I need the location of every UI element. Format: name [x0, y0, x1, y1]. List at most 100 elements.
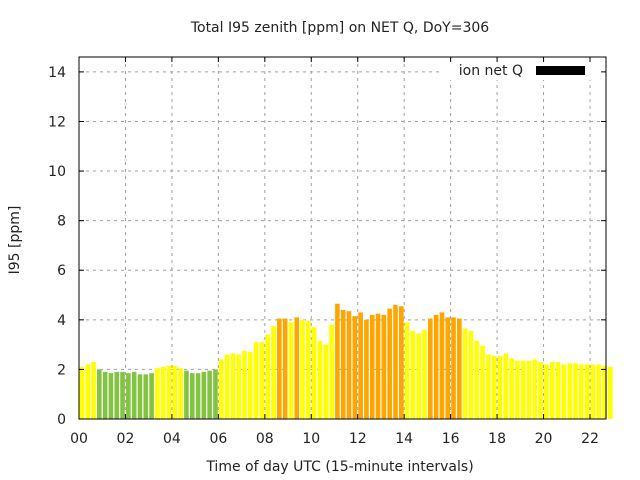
bar — [428, 318, 433, 419]
bar — [561, 364, 567, 419]
y-tick-label: 4 — [57, 313, 66, 329]
bar — [538, 361, 543, 419]
bar — [457, 318, 462, 419]
x-ticks: 00 02 04 06 08 10 12 14 16 18 20 22 — [70, 57, 599, 447]
bar — [573, 363, 578, 419]
chart-title: Total I95 zenith [ppm] on NET Q, DoY=306 — [190, 20, 489, 36]
bar — [567, 363, 572, 419]
y-tick-label: 0 — [57, 412, 66, 428]
x-tick-label: 20 — [535, 431, 553, 447]
bar — [207, 370, 212, 419]
bar — [306, 321, 311, 419]
bar — [172, 365, 178, 419]
bar — [364, 319, 369, 419]
bar — [178, 368, 183, 419]
bar — [323, 344, 329, 419]
bar — [91, 361, 96, 419]
bar — [277, 318, 282, 419]
bar — [346, 311, 352, 419]
bar — [265, 334, 271, 419]
x-tick-label: 06 — [209, 431, 227, 447]
bar — [300, 319, 305, 419]
bar — [155, 368, 160, 419]
bar — [317, 340, 323, 419]
plot-frame — [78, 56, 607, 420]
bar — [555, 361, 561, 419]
bars — [79, 303, 613, 419]
bar — [608, 366, 613, 419]
y-tick-label: 10 — [48, 164, 66, 180]
bar — [97, 369, 102, 419]
y-tick-label: 6 — [57, 263, 66, 279]
bar — [143, 374, 149, 419]
bar — [160, 366, 166, 419]
bar — [126, 373, 131, 419]
bar — [242, 350, 247, 419]
grid — [79, 57, 606, 419]
bar — [451, 317, 456, 419]
bar — [195, 373, 201, 419]
bar — [230, 353, 236, 419]
bar — [486, 354, 491, 419]
bar — [149, 373, 154, 419]
x-tick-label: 22 — [581, 431, 599, 447]
bar — [387, 308, 392, 419]
x-tick-label: 02 — [117, 431, 135, 447]
y-tick-label: 2 — [57, 362, 66, 378]
legend-swatch — [536, 66, 585, 75]
bar — [590, 364, 596, 419]
bar — [166, 365, 172, 419]
x-tick-label: 04 — [163, 431, 181, 447]
x-tick-label: 00 — [70, 431, 88, 447]
bar — [445, 317, 451, 419]
y-tick-label: 14 — [48, 65, 66, 81]
bar — [352, 316, 358, 419]
bar — [224, 354, 230, 419]
bar — [282, 318, 288, 419]
x-axis-label: Time of day UTC (15-minute intervals) — [205, 459, 473, 475]
x-tick-label: 18 — [488, 431, 506, 447]
bar — [358, 312, 363, 419]
legend-label: ion net Q — [459, 63, 523, 79]
bar — [515, 360, 520, 419]
bar — [497, 355, 503, 419]
bar — [602, 365, 607, 419]
bar — [404, 322, 410, 419]
bar — [433, 314, 439, 419]
bar — [294, 317, 300, 419]
bar — [393, 304, 398, 419]
x-tick-label: 16 — [442, 431, 460, 447]
bar — [369, 314, 375, 419]
bar — [218, 359, 224, 419]
y-ticks: 0 2 4 6 8 10 12 14 — [48, 65, 606, 428]
bar — [85, 364, 91, 419]
bar — [108, 373, 114, 419]
y-tick-label: 8 — [57, 214, 66, 230]
bar — [578, 364, 584, 419]
bar — [329, 324, 334, 419]
bar — [131, 371, 137, 419]
bar — [422, 329, 427, 419]
bar — [79, 366, 85, 419]
bar — [381, 314, 387, 419]
y-axis-label: I95 [ppm] — [7, 206, 23, 275]
bar — [532, 359, 538, 419]
bar — [480, 345, 485, 419]
bar — [410, 330, 416, 419]
bar — [468, 330, 474, 419]
bar — [375, 313, 381, 419]
bar — [544, 364, 549, 419]
x-tick-label: 12 — [349, 431, 367, 447]
bar — [253, 342, 259, 419]
bar — [189, 373, 195, 419]
bar — [213, 369, 218, 419]
legend: ion net Q — [440, 62, 600, 80]
bar — [236, 354, 241, 419]
bar — [137, 374, 143, 419]
bar — [416, 333, 422, 419]
bar — [596, 364, 602, 419]
bar — [340, 309, 346, 419]
bar — [526, 360, 532, 419]
x-tick-label: 08 — [256, 431, 274, 447]
bar — [491, 355, 497, 419]
